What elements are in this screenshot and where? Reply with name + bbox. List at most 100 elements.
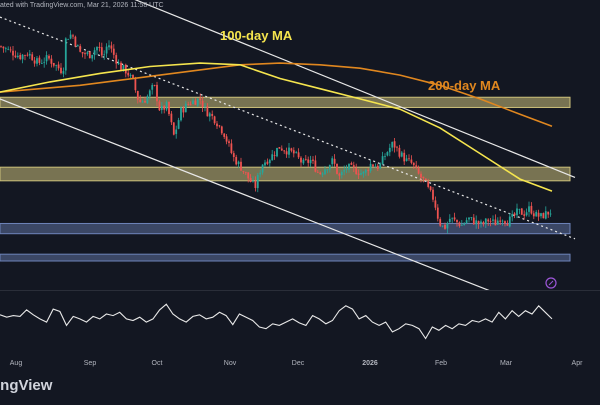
- candle-body: [319, 172, 322, 175]
- candle-body: [528, 206, 530, 212]
- candle: [506, 220, 509, 226]
- candle-body: [170, 113, 173, 123]
- candle-body: [482, 221, 485, 225]
- candle: [213, 115, 216, 125]
- candle: [360, 169, 362, 176]
- candle-body: [314, 160, 317, 172]
- candle: [487, 218, 490, 226]
- candle: [547, 211, 550, 218]
- candle: [50, 55, 53, 68]
- candle-body: [367, 170, 370, 172]
- candle-body: [343, 170, 346, 172]
- candle: [434, 196, 437, 211]
- candle: [453, 212, 456, 222]
- candle: [96, 46, 98, 55]
- candle: [336, 163, 338, 175]
- candle: [62, 67, 65, 78]
- candle-body: [266, 161, 269, 164]
- candle-body: [50, 58, 53, 64]
- candle: [463, 222, 466, 226]
- candle: [532, 210, 535, 220]
- candle-body: [218, 125, 221, 127]
- candle-body: [448, 218, 451, 223]
- candle: [391, 141, 394, 152]
- candle-body: [475, 220, 478, 225]
- candle-body: [117, 62, 120, 65]
- candle: [19, 52, 22, 61]
- candle-body: [40, 63, 43, 64]
- candle-body: [518, 208, 521, 210]
- candle-body: [177, 120, 180, 129]
- candle: [460, 220, 463, 226]
- candle: [422, 176, 425, 183]
- candle-body: [460, 224, 463, 226]
- candle: [333, 154, 336, 167]
- candle-body: [271, 154, 274, 161]
- candle: [324, 165, 326, 176]
- x-tick-label: 2026: [362, 360, 378, 367]
- x-tick-label: Sep: [84, 360, 97, 367]
- candle: [513, 212, 516, 219]
- candle-body: [477, 221, 480, 225]
- candle: [100, 42, 103, 58]
- candle: [499, 216, 502, 226]
- candle: [201, 96, 204, 113]
- candle-body: [386, 152, 389, 156]
- candle-body: [410, 159, 413, 163]
- candle-body: [57, 64, 60, 69]
- candle-body: [165, 102, 168, 110]
- candle-body: [14, 55, 17, 58]
- candle-body: [511, 214, 514, 217]
- candle: [103, 50, 106, 60]
- candle: [316, 169, 319, 173]
- candle-body: [336, 163, 338, 174]
- candle-body: [268, 160, 271, 164]
- candle: [220, 125, 223, 135]
- candle: [45, 51, 48, 65]
- candle: [372, 163, 374, 168]
- candle-body: [415, 165, 418, 168]
- candle-body: [62, 71, 65, 74]
- candle: [338, 172, 341, 180]
- candle-body: [309, 159, 312, 164]
- candle: [115, 52, 118, 69]
- candle: [331, 156, 334, 167]
- candle: [420, 171, 422, 183]
- candle: [424, 178, 427, 181]
- alert-icon: [545, 277, 557, 289]
- candle-body: [532, 213, 535, 217]
- candle-body: [424, 178, 427, 181]
- candle-body: [220, 126, 223, 134]
- candle: [535, 210, 538, 217]
- candle: [182, 106, 185, 118]
- candle: [343, 165, 346, 176]
- candle-body: [254, 181, 257, 188]
- candle: [86, 50, 89, 56]
- candle-body: [93, 50, 96, 56]
- candle-body: [204, 105, 206, 107]
- candle-body: [295, 152, 298, 153]
- candle-body: [494, 219, 497, 226]
- candle-body: [429, 186, 432, 190]
- candle-body: [470, 217, 473, 218]
- candle-body: [33, 60, 36, 64]
- candle: [16, 52, 19, 59]
- candle-body: [544, 211, 547, 219]
- resistance-zone: [0, 96, 571, 108]
- candle: [489, 217, 492, 227]
- candle: [117, 59, 120, 66]
- candle: [69, 30, 72, 40]
- candle: [237, 160, 240, 168]
- candle-body: [504, 221, 506, 224]
- candle: [273, 151, 276, 160]
- candle-body: [324, 169, 326, 175]
- candle-body: [530, 205, 533, 214]
- candle-body: [376, 165, 379, 169]
- candle-body: [472, 217, 475, 225]
- candle: [475, 215, 478, 229]
- candle: [477, 220, 480, 229]
- candle: [28, 49, 31, 59]
- candle-body: [345, 168, 348, 170]
- candle-body: [72, 35, 74, 37]
- candle: [36, 55, 38, 67]
